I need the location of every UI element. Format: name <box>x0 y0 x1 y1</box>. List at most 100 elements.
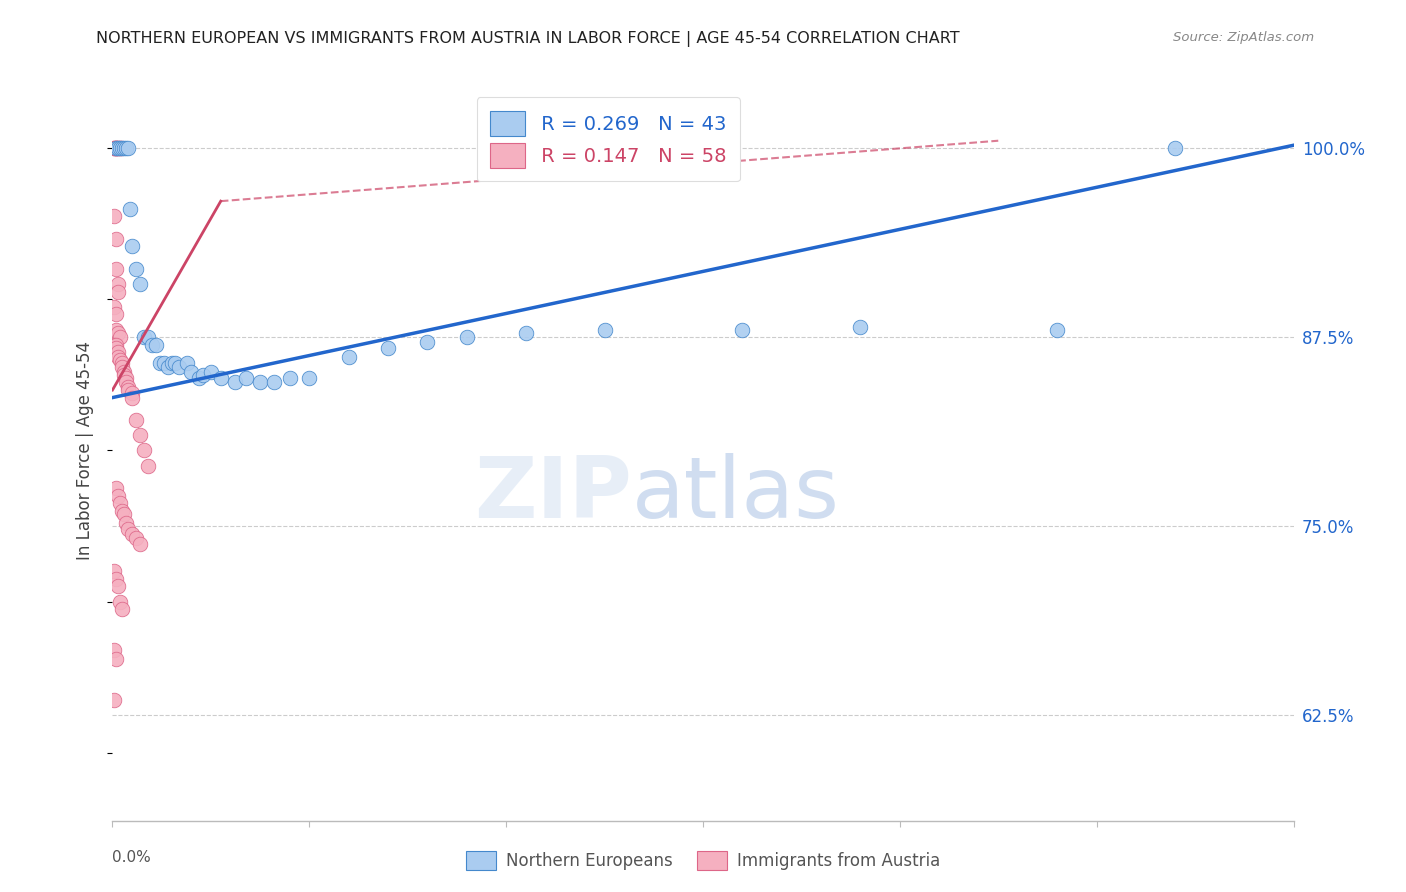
Point <box>107 350 129 364</box>
Point <box>117 383 139 397</box>
Point <box>105 322 128 336</box>
Point <box>107 285 129 299</box>
Point <box>191 368 214 382</box>
Point <box>111 356 134 370</box>
Point <box>112 507 135 521</box>
Point <box>105 341 128 355</box>
Point <box>110 594 132 608</box>
Point <box>200 365 222 379</box>
Point <box>129 277 152 292</box>
Point <box>112 368 135 382</box>
Point <box>107 141 129 155</box>
Point <box>110 141 132 155</box>
Point <box>111 141 134 155</box>
Point <box>1046 322 1069 336</box>
Point <box>107 326 129 340</box>
Point <box>103 141 125 155</box>
Point <box>145 337 167 351</box>
Point <box>103 692 125 706</box>
Point <box>416 334 439 349</box>
Text: ZIP: ZIP <box>474 453 633 536</box>
Point <box>105 141 128 155</box>
Point <box>121 239 143 253</box>
Point <box>105 337 128 351</box>
Point <box>121 391 143 405</box>
Point <box>209 371 232 385</box>
Text: Source: ZipAtlas.com: Source: ZipAtlas.com <box>1174 31 1315 45</box>
Legend:  R = 0.269   N = 43,  R = 0.147   N = 58: R = 0.269 N = 43, R = 0.147 N = 58 <box>477 97 740 181</box>
Point <box>129 428 152 442</box>
Legend: Northern Europeans, Immigrants from Austria: Northern Europeans, Immigrants from Aust… <box>458 844 948 877</box>
Point <box>249 376 271 390</box>
Point <box>107 489 129 503</box>
Point <box>278 371 301 385</box>
Point <box>115 376 138 390</box>
Point <box>125 262 148 277</box>
Point <box>176 356 198 370</box>
Point <box>121 526 143 541</box>
Point <box>180 365 202 379</box>
Point <box>112 141 135 155</box>
Point <box>224 376 246 390</box>
Point <box>105 652 128 666</box>
Point <box>117 522 139 536</box>
Point <box>107 579 129 593</box>
Text: 0.0%: 0.0% <box>112 850 152 865</box>
Point <box>337 350 360 364</box>
Point <box>115 371 138 385</box>
Point <box>107 141 129 155</box>
Point <box>110 141 132 155</box>
Point <box>132 330 155 344</box>
Point <box>1164 141 1187 155</box>
Point <box>377 341 399 355</box>
Point <box>165 356 187 370</box>
Point <box>111 141 134 155</box>
Point <box>103 337 125 351</box>
Point <box>110 352 132 367</box>
Point <box>103 209 125 223</box>
Text: atlas: atlas <box>633 453 841 536</box>
Point <box>188 371 211 385</box>
Point <box>103 141 125 155</box>
Point <box>105 141 128 155</box>
Point <box>105 572 128 586</box>
Point <box>112 365 135 379</box>
Point <box>107 277 129 292</box>
Point <box>160 356 183 370</box>
Point <box>136 458 159 473</box>
Point <box>115 516 138 530</box>
Point <box>121 386 143 401</box>
Point <box>132 443 155 458</box>
Point <box>129 537 152 551</box>
Point <box>105 481 128 495</box>
Point <box>105 308 128 322</box>
Point <box>111 360 134 375</box>
Point <box>105 141 128 155</box>
Point <box>456 330 478 344</box>
Point <box>298 371 321 385</box>
Point <box>111 602 134 616</box>
Point <box>515 326 537 340</box>
Point <box>125 531 148 545</box>
Point <box>125 413 148 427</box>
Point <box>107 345 129 359</box>
Point <box>156 360 179 375</box>
Point <box>103 300 125 314</box>
Point <box>103 643 125 657</box>
Point <box>111 504 134 518</box>
Point <box>731 322 754 336</box>
Point <box>117 380 139 394</box>
Text: NORTHERN EUROPEAN VS IMMIGRANTS FROM AUSTRIA IN LABOR FORCE | AGE 45-54 CORRELAT: NORTHERN EUROPEAN VS IMMIGRANTS FROM AUS… <box>96 31 959 47</box>
Point <box>149 356 172 370</box>
Point <box>110 330 132 344</box>
Point <box>849 319 872 334</box>
Point <box>105 232 128 246</box>
Point <box>115 141 138 155</box>
Point <box>152 356 174 370</box>
Point <box>103 565 125 579</box>
Point <box>169 360 191 375</box>
Point <box>105 262 128 277</box>
Point <box>110 496 132 510</box>
Point <box>141 337 163 351</box>
Point <box>593 322 616 336</box>
